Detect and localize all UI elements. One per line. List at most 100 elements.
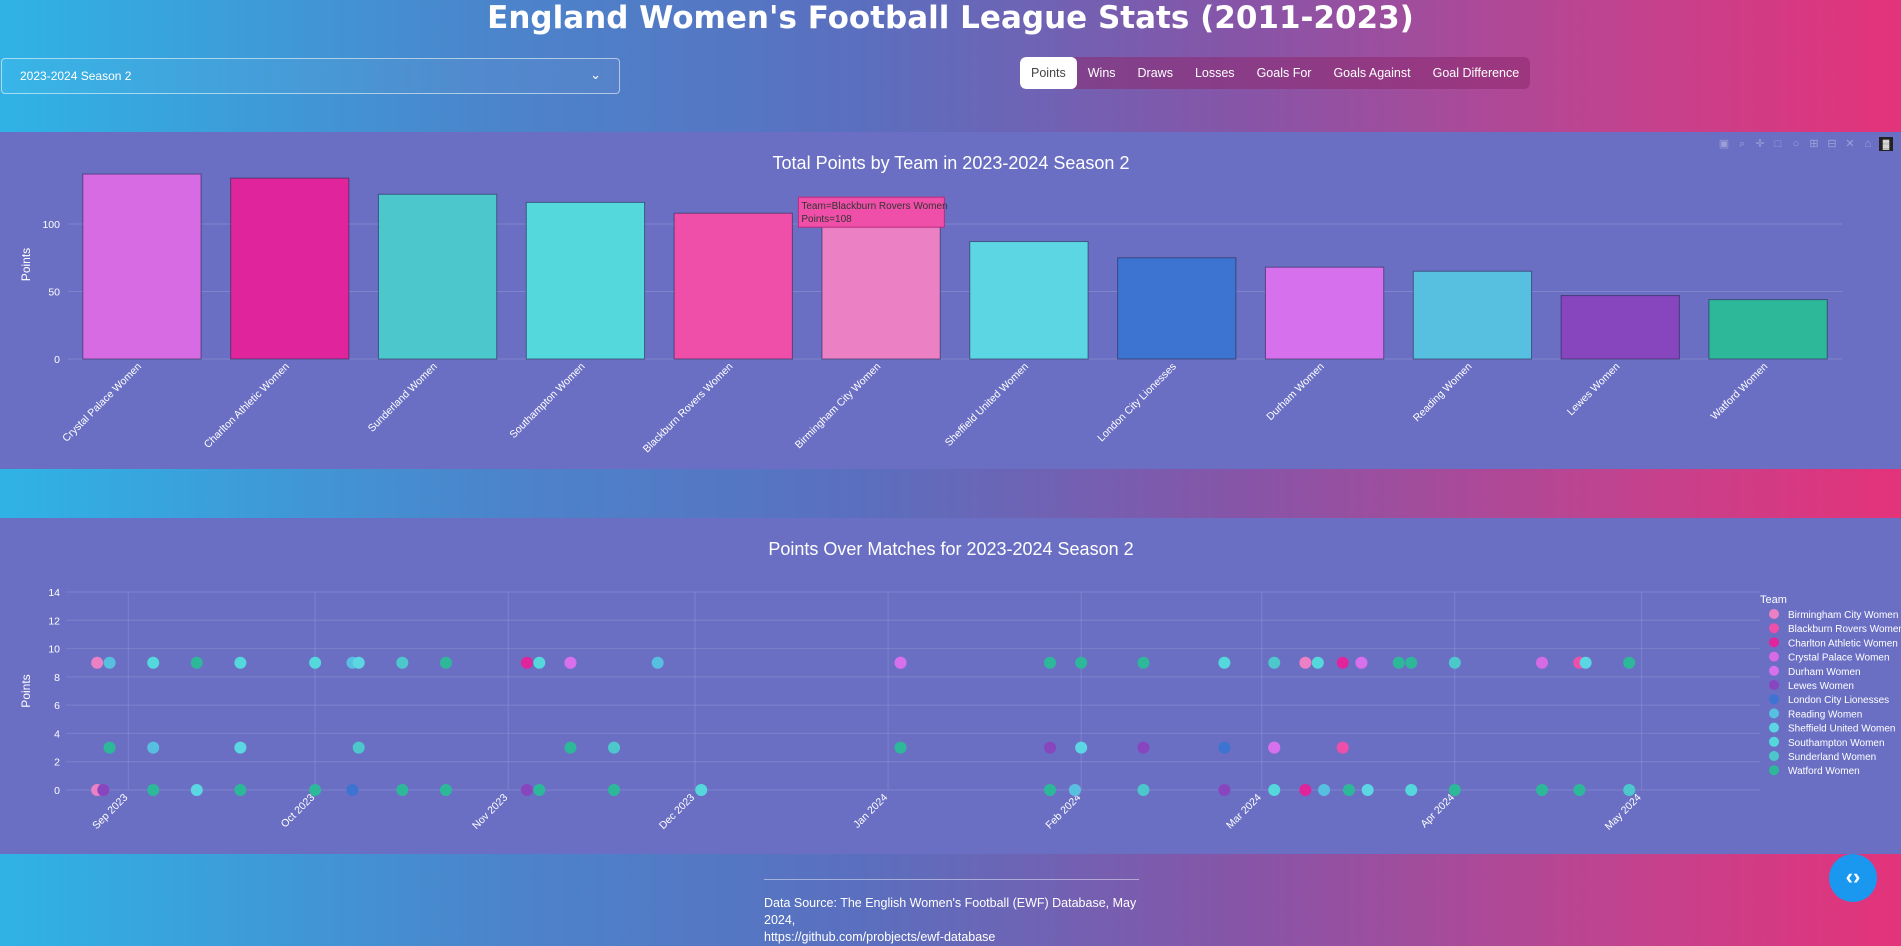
season-dropdown-value: 2023-2024 Season 2 xyxy=(20,69,132,83)
scatter-point xyxy=(1405,656,1418,669)
chevron-down-icon[interactable]: ⌄ xyxy=(590,67,601,82)
legend-item: Charlton Athletic Women xyxy=(1788,638,1898,649)
bar-y-tick-label: 0 xyxy=(54,354,60,366)
scatter-point xyxy=(396,656,409,669)
scatter-point xyxy=(1299,784,1312,796)
tab-draws[interactable]: Draws xyxy=(1137,66,1173,80)
scatter-point xyxy=(608,784,621,796)
bar-x-tick-label: Charlton Athletic Women xyxy=(202,361,292,451)
modebar: ▣ ⌕ ✛ □ ○ ⊞ ⊟ ✕ ⌂ ▓ xyxy=(1717,137,1893,151)
scatter-point xyxy=(1318,784,1331,796)
legend-title: Team xyxy=(1760,594,1787,606)
scatter-point xyxy=(97,784,110,796)
tab-points[interactable]: Points xyxy=(1020,57,1077,89)
bar xyxy=(1708,299,1828,360)
metric-tab-group: Points Wins Draws Losses Goals For Goals Agai… xyxy=(1020,57,1531,89)
scatter-point xyxy=(1044,741,1057,754)
scatter-x-tick-label: Nov 2023 xyxy=(470,792,510,832)
legend-marker xyxy=(1769,722,1779,733)
bar xyxy=(673,212,793,360)
scatter-x-tick-label: Feb 2024 xyxy=(1043,792,1083,832)
scatter-point xyxy=(564,656,577,669)
bar xyxy=(1117,257,1237,360)
bar xyxy=(1560,295,1680,360)
scatter-point xyxy=(309,656,322,669)
legend-marker xyxy=(1769,637,1779,648)
data-source-line-2: https://github.com/probjects/ewf-databas… xyxy=(764,930,996,944)
scatter-point xyxy=(1342,784,1355,796)
scatter-point xyxy=(1573,784,1586,796)
pan-icon[interactable]: ✛ xyxy=(1755,138,1765,150)
legend-marker xyxy=(1769,623,1779,634)
legend-marker xyxy=(1769,665,1779,676)
autoscale-icon[interactable]: ✕ xyxy=(1845,138,1855,150)
scatter-point xyxy=(147,656,160,669)
scatter-point xyxy=(520,656,533,669)
scatter-point xyxy=(1336,741,1349,754)
scatter-point xyxy=(1448,784,1461,796)
tab-goals-for[interactable]: Goals For xyxy=(1256,66,1312,80)
tab-wins[interactable]: Wins xyxy=(1087,66,1116,80)
plotly-logo-icon[interactable]: ▓ xyxy=(1879,137,1893,151)
scatter-point xyxy=(1448,656,1461,669)
bar-chart-title: Total Points by Team in 2023-2024 Season… xyxy=(773,153,1130,173)
lasso-icon[interactable]: ○ xyxy=(1792,138,1800,150)
bar-chart-panel: ▣ ⌕ ✛ □ ○ ⊞ ⊟ ✕ ⌂ ▓ Total Points by Team in 2023-… xyxy=(0,132,1901,469)
scatter-point xyxy=(1311,656,1324,669)
tab-goal-difference[interactable]: Goal Difference xyxy=(1432,66,1520,80)
scatter-point xyxy=(695,784,708,796)
scatter-point xyxy=(346,784,359,796)
legend-marker xyxy=(1769,765,1779,776)
legend-item: Crystal Palace Women xyxy=(1788,653,1890,664)
bar-chart[interactable]: Total Points by Team in 2023-2024 Season… xyxy=(0,132,1901,469)
box-select-icon[interactable]: □ xyxy=(1774,138,1782,150)
bar-x-tick-label: London City Lionesses xyxy=(1095,361,1179,445)
scatter-point xyxy=(1068,784,1081,796)
season-dropdown[interactable]: 2023-2024 Season 2 ⌄ xyxy=(1,58,620,94)
scatter-point xyxy=(1044,784,1057,796)
legend-marker xyxy=(1769,680,1779,690)
bar-y-tick-label: 50 xyxy=(48,287,60,299)
scatter-point xyxy=(439,784,452,796)
scatter-point xyxy=(1137,784,1150,796)
zoom-in-icon[interactable]: ⊞ xyxy=(1809,138,1819,150)
tab-losses[interactable]: Losses xyxy=(1194,66,1235,80)
scatter-y-tick-label: 0 xyxy=(54,785,60,797)
scatter-x-tick-label: Apr 2024 xyxy=(1418,792,1457,831)
scatter-point xyxy=(352,656,365,669)
scatter-point xyxy=(1268,784,1281,796)
scatter-point xyxy=(1075,656,1088,669)
home-icon[interactable]: ⌂ xyxy=(1864,138,1872,150)
bar-x-tick-label: Watford Women xyxy=(1708,361,1770,423)
legend-item: Lewes Women xyxy=(1788,681,1854,692)
scatter-point xyxy=(1355,656,1368,669)
scatter-chart-title: Points Over Matches for 2023-2024 Season… xyxy=(768,539,1133,559)
code-icon[interactable]: ‹› xyxy=(1829,854,1877,902)
scatter-point xyxy=(651,656,664,669)
legend-item: Durham Women xyxy=(1788,667,1861,678)
scatter-y-tick-label: 10 xyxy=(48,644,60,656)
bar-x-tick-label: Reading Women xyxy=(1411,361,1475,425)
scatter-point xyxy=(1268,656,1281,669)
legend-item: London City Lionesses xyxy=(1788,695,1889,706)
page-title: England Women's Football League Stats (2… xyxy=(487,0,1414,36)
tab-goals-against[interactable]: Goals Against xyxy=(1333,66,1411,80)
camera-icon[interactable]: ▣ xyxy=(1718,138,1730,150)
scatter-point xyxy=(1137,656,1150,669)
scatter-point xyxy=(309,784,322,796)
scatter-point xyxy=(1044,656,1057,669)
legend-marker xyxy=(1769,708,1779,719)
legend-marker xyxy=(1769,609,1779,619)
scatter-x-tick-label: May 2024 xyxy=(1603,792,1644,833)
scatter-point xyxy=(1623,784,1636,796)
zoom-out-icon[interactable]: ⊟ xyxy=(1827,138,1837,150)
scatter-chart[interactable]: Points Over Matches for 2023-2024 Season… xyxy=(0,518,1901,854)
scatter-point xyxy=(234,656,247,669)
zoom-icon[interactable]: ⌕ xyxy=(1738,138,1746,150)
bar-x-tick-label: Southampton Women xyxy=(507,361,587,441)
bar-x-tick-label: Crystal Palace Women xyxy=(60,361,144,445)
scatter-point xyxy=(520,784,533,796)
scatter-y-tick-label: 6 xyxy=(54,700,60,712)
scatter-point xyxy=(103,656,116,669)
bar-x-tick-label: Durham Women xyxy=(1264,361,1327,424)
